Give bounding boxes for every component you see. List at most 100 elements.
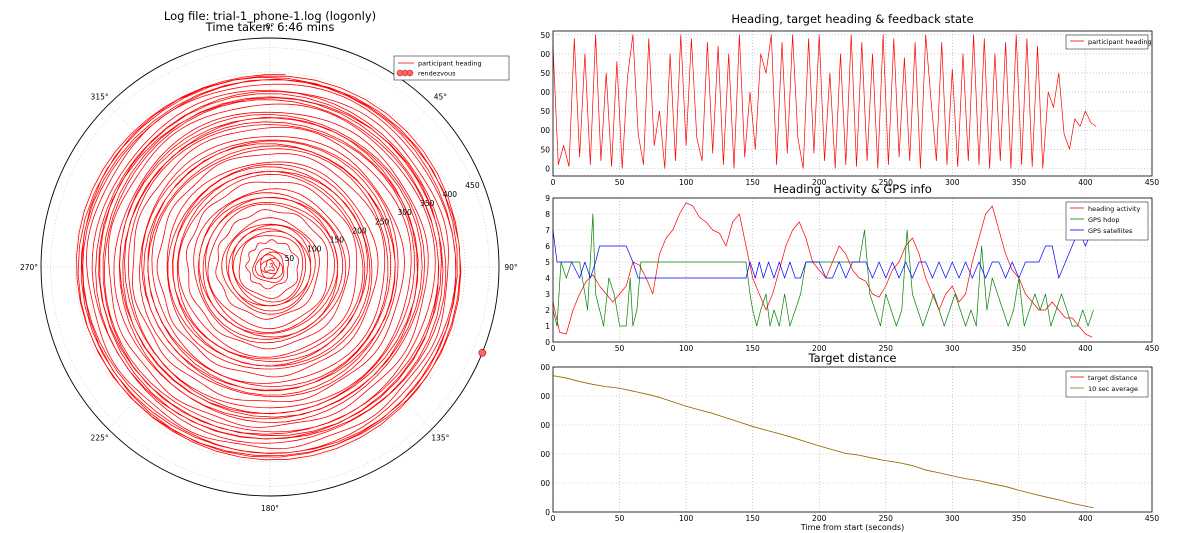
radius-tick-label: 450 bbox=[465, 181, 480, 190]
radius-tick-label: 400 bbox=[443, 190, 458, 199]
x-tick-label: 450 bbox=[1145, 178, 1160, 187]
angular-gridline bbox=[107, 104, 271, 268]
x-tick-label: 50 bbox=[615, 344, 625, 353]
radial-gridline bbox=[99, 96, 441, 438]
y-tick-label: 200 bbox=[540, 88, 550, 97]
polar-heading-chart: 50 100 150 200 250 300 350 400 450 0° 45° 90° 135° 18… bbox=[20, 22, 518, 513]
series-line bbox=[552, 375, 1094, 509]
x-tick-label: 0 bbox=[551, 514, 556, 523]
y-tick-label: 400 bbox=[540, 392, 550, 401]
x-tick-label: 50 bbox=[615, 514, 625, 523]
radial-gridline bbox=[196, 193, 344, 341]
y-tick-label: 100 bbox=[540, 126, 550, 135]
rendezvous-marker bbox=[478, 348, 487, 357]
x-tick-label: 0 bbox=[551, 344, 556, 353]
participant-heading-trace bbox=[76, 74, 462, 461]
angular-gridline bbox=[269, 266, 433, 430]
legend-label: participant heading bbox=[418, 60, 482, 68]
y-tick-label: 0 bbox=[545, 164, 550, 173]
x-tick-label: 200 bbox=[812, 514, 827, 523]
plot-frame bbox=[552, 197, 1153, 343]
x-tick-label: 0 bbox=[551, 178, 556, 187]
x-tick-label: 100 bbox=[679, 178, 694, 187]
x-tick-label: 300 bbox=[945, 514, 960, 523]
y-tick-label: 7 bbox=[545, 226, 550, 235]
angle-label: 180° bbox=[261, 504, 279, 513]
x-tick-label: 200 bbox=[812, 178, 827, 187]
x-tick-label: 300 bbox=[945, 344, 960, 353]
x-tick-label: 450 bbox=[1145, 514, 1160, 523]
radial-gridline bbox=[74, 71, 466, 463]
legend-label: GPS hdop bbox=[1088, 216, 1120, 224]
angle-label: 45° bbox=[434, 93, 448, 102]
radius-tick-label: 250 bbox=[375, 217, 390, 226]
y-tick-label: 4 bbox=[545, 274, 550, 283]
chart-title: Heading activity & GPS info bbox=[773, 183, 932, 196]
series-line bbox=[552, 213, 1094, 327]
radial-gridline bbox=[123, 120, 417, 414]
radial-gridline bbox=[147, 144, 393, 390]
radius-tick-label: 200 bbox=[352, 226, 367, 235]
series-line bbox=[552, 202, 1093, 338]
x-tick-label: 150 bbox=[746, 514, 761, 523]
x-tick-label: 250 bbox=[879, 514, 894, 523]
y-tick-label: 8 bbox=[545, 210, 550, 219]
x-tick-label: 250 bbox=[879, 344, 894, 353]
y-tick-label: 100 bbox=[540, 479, 550, 488]
x-tick-label: 400 bbox=[1078, 344, 1093, 353]
y-tick-label: 300 bbox=[540, 50, 550, 59]
angle-label: 135° bbox=[431, 433, 449, 442]
x-tick-label: 150 bbox=[746, 178, 761, 187]
legend-label: GPS satellites bbox=[1088, 227, 1133, 235]
y-tick-label: 350 bbox=[540, 31, 550, 40]
y-tick-label: 0 bbox=[545, 508, 550, 517]
series-line bbox=[552, 229, 1093, 279]
y-tick-label: 50 bbox=[540, 145, 550, 154]
radius-tick-label: 150 bbox=[330, 236, 345, 245]
polar-legend-box bbox=[393, 55, 510, 81]
y-tick-label: 200 bbox=[540, 450, 550, 459]
y-tick-label: 150 bbox=[540, 107, 550, 116]
legend-label: heading activity bbox=[1088, 205, 1140, 213]
chart-title: Heading, target heading & feedback state bbox=[731, 12, 973, 26]
x-tick-label: 50 bbox=[615, 178, 625, 187]
x-tick-label: 150 bbox=[746, 344, 761, 353]
y-tick-label: 500 bbox=[540, 363, 550, 372]
radius-tick-label: 50 bbox=[285, 254, 295, 263]
chart-title: Target distance bbox=[808, 353, 897, 365]
target-distance-chart: Target distance 0 50 100 150 200 250 300 350 400 4… bbox=[540, 353, 1160, 532]
x-axis-label: Time from start (seconds) bbox=[800, 523, 904, 532]
angle-label: 315° bbox=[91, 93, 109, 102]
y-tick-label: 2 bbox=[545, 306, 550, 315]
legend-marker bbox=[406, 69, 414, 77]
x-tick-label: 100 bbox=[679, 514, 694, 523]
x-tick-label: 100 bbox=[679, 344, 694, 353]
angle-label: 90° bbox=[504, 263, 518, 272]
angular-gridline bbox=[107, 266, 271, 430]
angle-label: 225° bbox=[91, 433, 109, 442]
x-tick-label: 250 bbox=[879, 178, 894, 187]
y-tick-label: 5 bbox=[545, 258, 550, 267]
legend-label: 10 sec average bbox=[1088, 385, 1138, 393]
y-tick-label: 6 bbox=[545, 242, 550, 251]
heading-activity-gps-chart: Heading activity & GPS info 0 50 100 150 200 2… bbox=[545, 183, 1159, 353]
legend-box bbox=[1065, 370, 1149, 398]
polar-title: Log file: trial-1_phone-1.log (logonly) bbox=[163, 9, 377, 23]
angle-label: 270° bbox=[20, 263, 38, 272]
legend-label: participant heading bbox=[1088, 38, 1152, 46]
plot-frame bbox=[552, 366, 1153, 513]
y-tick-label: 3 bbox=[545, 290, 550, 299]
x-tick-label: 400 bbox=[1078, 514, 1093, 523]
x-tick-label: 300 bbox=[945, 178, 960, 187]
series-line bbox=[552, 375, 1094, 509]
polar-frame bbox=[40, 37, 500, 497]
polar-subtitle: Time taken: 6:46 mins bbox=[205, 20, 335, 34]
heading-chart: Heading, target heading & feedback state… bbox=[540, 12, 1160, 187]
x-tick-label: 200 bbox=[812, 344, 827, 353]
radius-tick-label: 100 bbox=[307, 245, 322, 254]
legend-box bbox=[1065, 34, 1149, 50]
x-tick-label: 350 bbox=[1012, 178, 1027, 187]
y-tick-label: 250 bbox=[540, 69, 550, 78]
radius-tick-label: 350 bbox=[420, 199, 435, 208]
y-tick-label: 9 bbox=[545, 194, 550, 203]
